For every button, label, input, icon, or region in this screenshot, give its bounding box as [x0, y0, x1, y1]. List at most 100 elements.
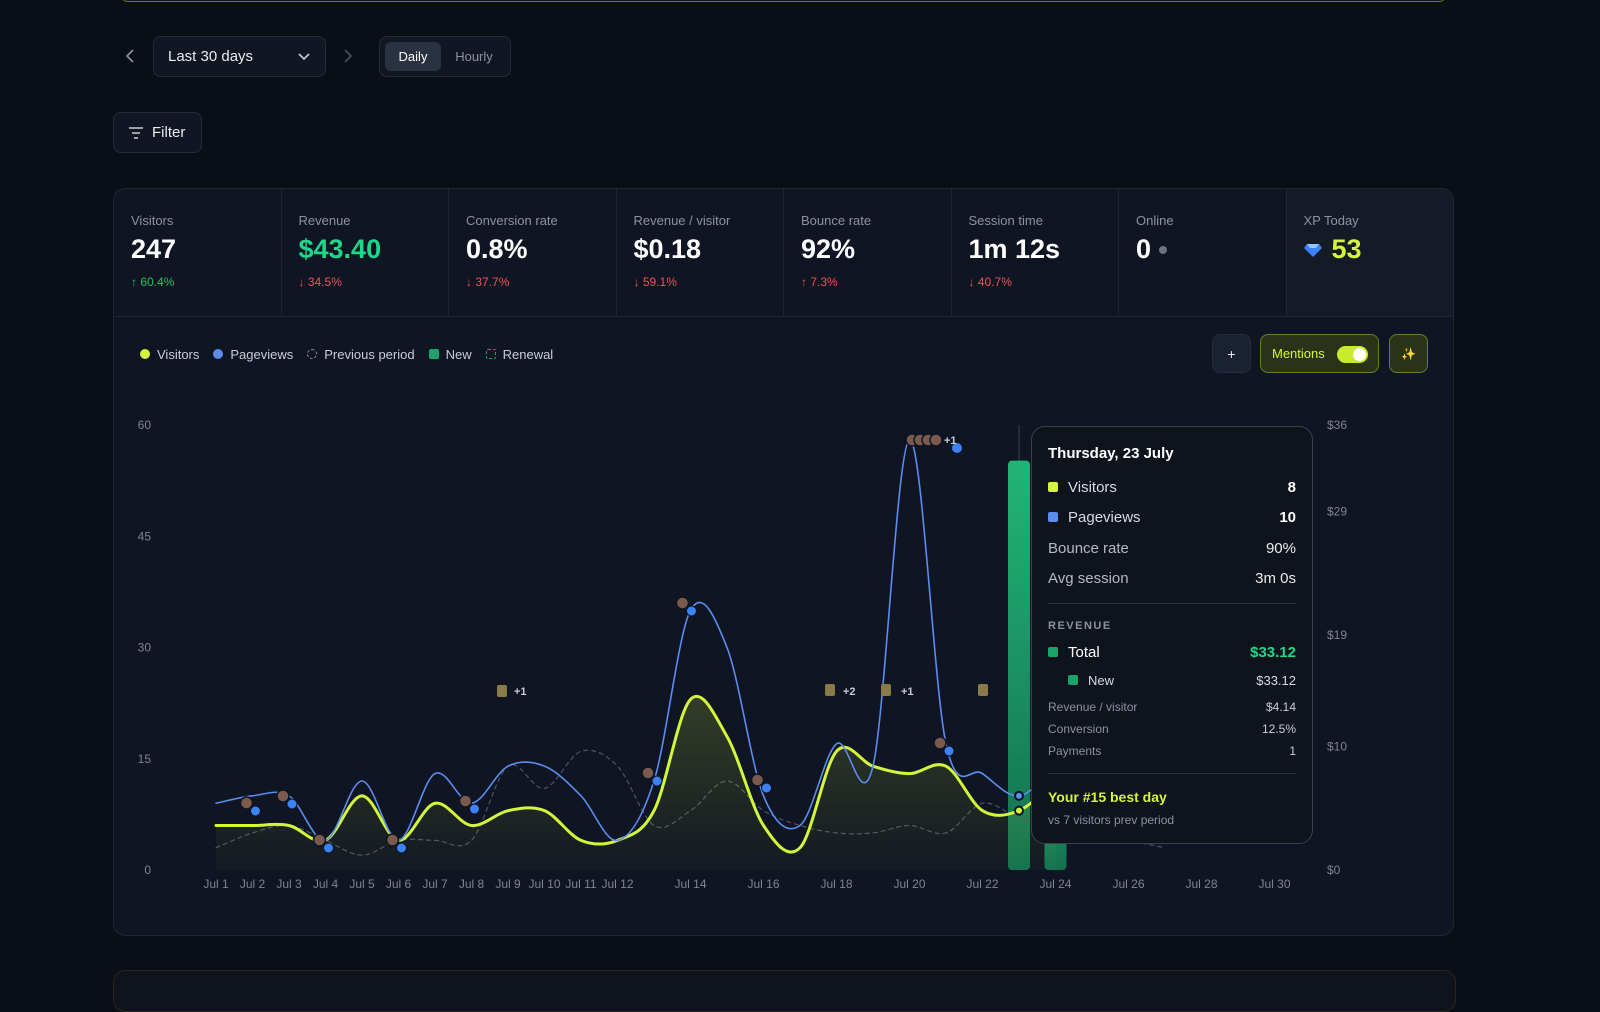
- mention-icon: [978, 684, 988, 696]
- tooltip: Thursday, 23 July Visitors 8 Pageviews 10 …: [1031, 426, 1313, 844]
- row-value: 12.5%: [1261, 722, 1296, 736]
- row-label: Payments: [1048, 744, 1102, 758]
- kpi-value: 247: [131, 234, 177, 264]
- y-tick-label: 45: [138, 529, 152, 543]
- kpi-change: ↓ 34.5%: [298, 275, 342, 289]
- kpi-cell: Session time 1m 12s ↓ 40.7%: [952, 189, 1119, 316]
- kpi-value: 1m 12s: [968, 234, 1061, 264]
- kpi-change: ↓ 37.7%: [466, 275, 510, 289]
- range-label: Last 30 days: [168, 48, 254, 65]
- kpi-cell: Bounce rate 92% ↑ 7.3%: [784, 189, 952, 316]
- kpi-label: Session time: [968, 213, 1043, 228]
- mentions-toggle[interactable]: Mentions: [1260, 334, 1379, 373]
- kpi-change: ↓ 40.7%: [968, 275, 1012, 289]
- y-tick-label: 15: [138, 752, 152, 766]
- highlight: Your #15 best day: [1048, 789, 1167, 805]
- avatar: [933, 736, 947, 750]
- row-label: Pageviews: [1068, 509, 1141, 526]
- kpi-cell: XP Today 53: [1286, 189, 1453, 316]
- avatar: [750, 773, 765, 787]
- tooltip-row: Total $33.12: [1048, 644, 1296, 661]
- kpi-value: 0.8%: [466, 234, 528, 264]
- row-label: Avg session: [1048, 570, 1129, 587]
- series-line: [214, 695, 1057, 854]
- y2-tick-label: $0: [1327, 863, 1341, 877]
- kpi-value-row: 0: [1136, 234, 1168, 265]
- tooltip-row: New $33.12: [1068, 673, 1296, 688]
- legend-label: Visitors: [157, 346, 200, 362]
- kpi-label: Visitors: [131, 213, 174, 228]
- x-tick-label: Jul 11: [565, 877, 596, 891]
- x-badge: [943, 745, 955, 757]
- kpi-label: Bounce rate: [801, 213, 872, 228]
- next-arrow[interactable]: [340, 48, 356, 64]
- avatar: [312, 833, 327, 847]
- swatch: [1048, 512, 1058, 522]
- legend-marker: [140, 349, 150, 359]
- mention-count: +1: [514, 686, 527, 698]
- legend-marker: [428, 349, 439, 359]
- x-tick-label: Jul 22: [966, 877, 998, 891]
- kpi-value: 92%: [801, 234, 856, 264]
- legend-marker: [485, 349, 496, 359]
- row-value: 90%: [1265, 540, 1296, 557]
- row-label: New: [1088, 673, 1115, 688]
- kpi-value-row: $43.40: [299, 234, 382, 265]
- tooltip-row: Visitors 8: [1048, 479, 1296, 496]
- divider: [1048, 603, 1296, 604]
- kpi-change: ↑ 7.3%: [801, 275, 838, 289]
- mention-icon: [497, 685, 507, 697]
- filter-button[interactable]: Filter: [113, 112, 202, 153]
- prev-arrow[interactable]: [122, 48, 138, 64]
- y-tick-label: 60: [138, 418, 152, 432]
- legend-label: New: [445, 346, 472, 362]
- toggle-option[interactable]: Hourly: [455, 49, 493, 64]
- kpi-value-row: 247: [131, 234, 176, 265]
- y2-tick-label: $36: [1327, 418, 1347, 432]
- range-dropdown[interactable]: Last 30 days: [153, 36, 326, 77]
- avatar: [239, 796, 254, 810]
- kpi-value-row: 1m 12s: [969, 234, 1061, 265]
- kpi-change: ↓ 59.1%: [633, 275, 677, 289]
- row-label: Conversion: [1048, 722, 1109, 736]
- y-tick-label: 0: [144, 863, 151, 877]
- x-badge: [323, 842, 334, 854]
- status-dot: [1159, 245, 1168, 254]
- row-label: Visitors: [1068, 479, 1117, 496]
- kpi-value: $0.18: [633, 234, 702, 264]
- note: vs 7 visitors prev period: [1048, 813, 1175, 827]
- legend-marker: [213, 349, 224, 359]
- swatch: [1048, 647, 1058, 657]
- visitors-area: [216, 696, 1056, 870]
- x-tick-label: Jul 26: [1112, 877, 1144, 891]
- x-tick-label: Jul 10: [528, 877, 560, 891]
- kpi-cell: Online 0: [1119, 189, 1287, 316]
- x-tick-label: Jul 1: [203, 877, 229, 891]
- mention-icon: [825, 684, 835, 696]
- kpi-label: Revenue: [298, 213, 351, 228]
- kpi-row: Visitors 247 ↑ 60.4% Revenue $43.40 ↓ 34.5% Co…: [114, 189, 1453, 317]
- hover-point: [1014, 805, 1024, 816]
- mention-count: +1: [901, 686, 914, 698]
- x-tick-label: Jul 16: [747, 877, 779, 891]
- magic-button[interactable]: ✨: [1389, 334, 1428, 373]
- x-badge: [250, 805, 261, 817]
- toggle-option[interactable]: Daily: [385, 42, 441, 71]
- granularity-toggle: Daily Hourly: [379, 36, 511, 77]
- series-line: [215, 439, 1057, 842]
- x-tick-label: Jul 2: [240, 877, 266, 891]
- kpi-cell: Revenue $43.40 ↓ 34.5%: [282, 189, 449, 316]
- tooltip-title: Thursday, 23 July: [1048, 445, 1174, 462]
- swatch: [1068, 675, 1078, 685]
- kpi-value: 53: [1331, 234, 1362, 264]
- x-tick-label: Jul 4: [313, 877, 339, 891]
- x-tick-label: Jul 9: [495, 877, 521, 891]
- avatar: [675, 596, 690, 610]
- legend: Visitors Pageviews Previous period New Renew…: [140, 344, 567, 364]
- row-label: Revenue / visitor: [1048, 700, 1138, 714]
- hover-point: [1014, 790, 1024, 801]
- gem-icon: [1303, 243, 1322, 257]
- chevron: [298, 53, 310, 61]
- tooltip-row: Pageviews 10: [1048, 509, 1296, 526]
- add-button[interactable]: +: [1212, 334, 1251, 373]
